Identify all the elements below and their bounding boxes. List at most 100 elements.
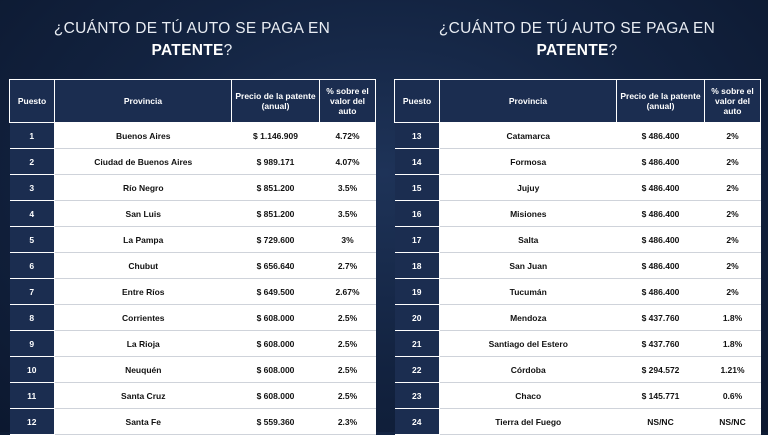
cell-percent: 4.07% [319,148,376,175]
table-row: 11 Santa Cruz $ 608.000 2.5% [9,382,376,409]
table-header-row: Puesto Provincia Precio de la patente (a… [394,79,761,123]
cell-price: $ 649.500 [231,278,320,305]
cell-price: $ 851.200 [231,200,320,227]
cell-province: Chaco [439,382,617,409]
cell-province: Tierra del Fuego [439,408,617,435]
cell-percent: 2% [704,226,761,253]
table-row: 24 Tierra del Fuego NS/NC NS/NC [394,408,761,435]
cell-rank: 19 [394,278,440,305]
cell-rank: 22 [394,356,440,383]
cell-percent: 4.72% [319,122,376,149]
cell-price: $ 437.760 [616,304,705,331]
right-table-body: 13 Catamarca $ 486.400 2% 14 Formosa $ 486.400… [394,122,761,435]
cell-rank: 24 [394,408,440,435]
table-row: 1 Buenos Aires $ 1.146.909 4.72% [9,122,376,149]
cell-price: $ 729.600 [231,226,320,253]
cell-percent: 2.3% [319,408,376,435]
header-rank: Puesto [9,79,55,123]
heading-question-mark: ? [608,42,618,59]
cell-rank: 23 [394,382,440,409]
heading-strong-word: PATENTE [151,42,224,59]
cell-province: Córdoba [439,356,617,383]
cell-rank: 11 [9,382,55,409]
cell-rank: 13 [394,122,440,149]
cell-price: $ 851.200 [231,174,320,201]
cell-percent: 2.67% [319,278,376,305]
header-percent: % sobre el valor del auto [319,79,376,123]
cell-rank: 20 [394,304,440,331]
cell-price: $ 486.400 [616,148,705,175]
heading-line-1: ¿CUÁNTO DE TÚ AUTO SE PAGA EN [438,20,716,37]
cell-rank: 18 [394,252,440,279]
table-row: 21 Santiago del Estero $ 437.760 1.8% [394,330,761,357]
cell-price: $ 559.360 [231,408,320,435]
cell-rank: 4 [9,200,55,227]
cell-province: Jujuy [439,174,617,201]
cell-price: $ 608.000 [231,382,320,409]
table-row: 17 Salta $ 486.400 2% [394,226,761,253]
cell-province: Neuquén [54,356,232,383]
cell-percent: 1.8% [704,304,761,331]
cell-percent: 2.5% [319,304,376,331]
cell-province: Mendoza [439,304,617,331]
right-heading: ¿CUÁNTO DE TÚ AUTO SE PAGA EN PATENTE? [394,18,760,59]
cell-province: Santa Cruz [54,382,232,409]
cell-price: NS/NC [616,408,705,435]
heading-line-2: PATENTE? [9,40,375,62]
table-row: 4 San Luis $ 851.200 3.5% [9,200,376,227]
cell-percent: 2% [704,122,761,149]
cell-province: Río Negro [54,174,232,201]
cell-province: Catamarca [439,122,617,149]
cell-province: Buenos Aires [54,122,232,149]
cell-price: $ 486.400 [616,174,705,201]
cell-percent: 2% [704,174,761,201]
cell-price: $ 437.760 [616,330,705,357]
table-row: 13 Catamarca $ 486.400 2% [394,122,761,149]
table-row: 8 Corrientes $ 608.000 2.5% [9,304,376,331]
cell-price: $ 656.640 [231,252,320,279]
table-row: 14 Formosa $ 486.400 2% [394,148,761,175]
cell-rank: 6 [9,252,55,279]
cell-price: $ 608.000 [231,356,320,383]
cell-province: Ciudad de Buenos Aires [54,148,232,175]
header-rank: Puesto [394,79,440,123]
cell-rank: 3 [9,174,55,201]
cell-province: Formosa [439,148,617,175]
cell-rank: 5 [9,226,55,253]
cell-percent: 3.5% [319,200,376,227]
cell-rank: 15 [394,174,440,201]
cell-province: La Pampa [54,226,232,253]
cell-percent: 1.21% [704,356,761,383]
cell-percent: 2% [704,278,761,305]
cell-rank: 7 [9,278,55,305]
table-row: 3 Río Negro $ 851.200 3.5% [9,174,376,201]
table-row: 10 Neuquén $ 608.000 2.5% [9,356,376,383]
header-percent: % sobre el valor del auto [704,79,761,123]
cell-percent: 2.5% [319,356,376,383]
table-row: 16 Misiones $ 486.400 2% [394,200,761,227]
cell-province: Misiones [439,200,617,227]
cell-rank: 8 [9,304,55,331]
cell-price: $ 1.146.909 [231,122,320,149]
left-heading: ¿CUÁNTO DE TÚ AUTO SE PAGA EN PATENTE? [9,18,375,59]
heading-line-2: PATENTE? [394,40,760,62]
cell-percent: 0.6% [704,382,761,409]
cell-percent: 3% [319,226,376,253]
header-province: Provincia [439,79,617,123]
table-row: 2 Ciudad de Buenos Aires $ 989.171 4.07% [9,148,376,175]
cell-price: $ 294.572 [616,356,705,383]
cell-price: $ 608.000 [231,330,320,357]
cell-rank: 12 [9,408,55,435]
cell-province: La Rioja [54,330,232,357]
table-row: 7 Entre Ríos $ 649.500 2.67% [9,278,376,305]
table-row: 18 San Juan $ 486.400 2% [394,252,761,279]
cell-price: $ 486.400 [616,252,705,279]
table-row: 19 Tucumán $ 486.400 2% [394,278,761,305]
cell-percent: 2% [704,148,761,175]
header-price: Precio de la patente (anual) [231,79,320,123]
left-panel: ¿CUÁNTO DE TÚ AUTO SE PAGA EN PATENTE? P… [9,0,376,435]
cell-rank: 10 [9,356,55,383]
cell-percent: 2% [704,200,761,227]
cell-price: $ 486.400 [616,122,705,149]
left-table: Puesto Provincia Precio de la patente (a… [9,79,376,435]
